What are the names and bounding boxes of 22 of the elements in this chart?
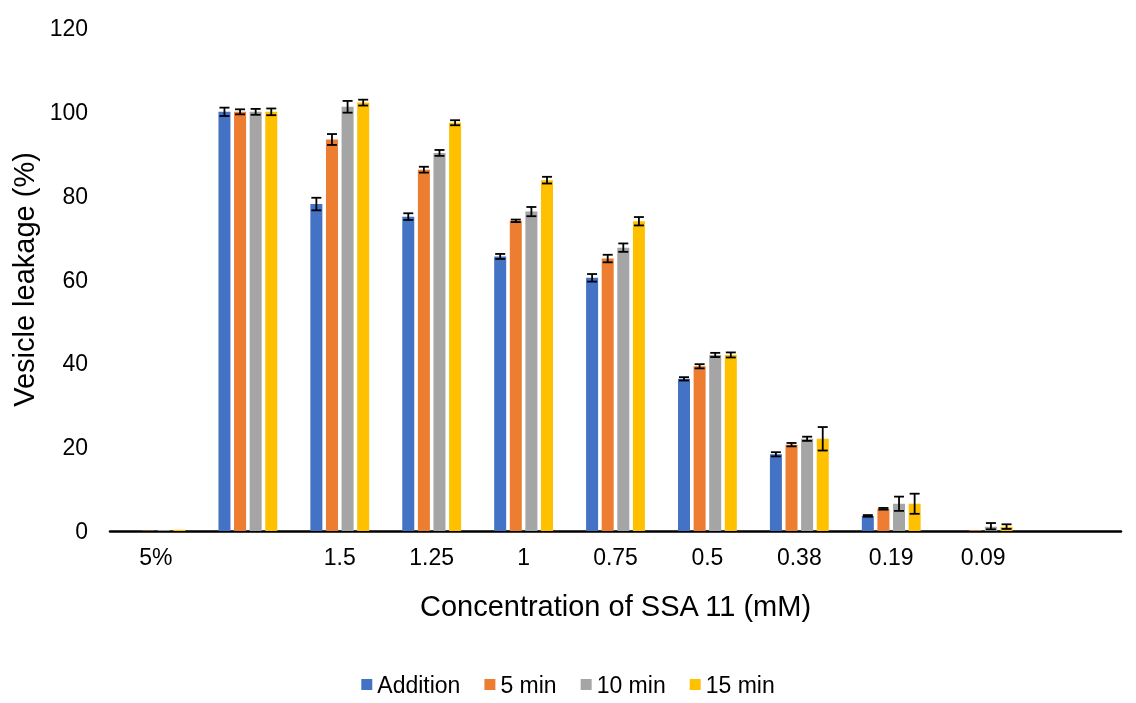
y-tick-label: 80 (62, 182, 88, 209)
y-tick-label: 20 (62, 434, 88, 461)
y-tick-label: 100 (49, 98, 88, 125)
x-tick-label: 5% (139, 543, 173, 570)
legend-label: 15 min (705, 671, 775, 698)
y-tick-label: 120 (49, 15, 88, 41)
y-axis-title: Vesicle leakage (%) (8, 152, 41, 407)
x-tick-label: 0.19 (868, 543, 914, 570)
y-tick-label: 60 (62, 266, 88, 293)
legend-label: 10 min (596, 671, 666, 698)
x-tick-label: 1.25 (409, 543, 455, 570)
legend-label: Addition (377, 671, 461, 698)
y-tick-label: 0 (75, 518, 88, 544)
x-tick-label: 0.5 (691, 543, 724, 570)
x-tick-label: 1.5 (323, 543, 356, 570)
x-tick-label: 0.09 (960, 543, 1006, 570)
legend-label: 5 min (500, 671, 557, 698)
x-tick-label: 0.75 (593, 543, 638, 570)
x-tick-label: 1 (517, 543, 530, 570)
y-tick-label: 40 (62, 350, 88, 377)
x-axis-title: Concentration of SSA 11 (mM) (419, 589, 812, 622)
x-tick-label: 0.38 (776, 543, 822, 570)
